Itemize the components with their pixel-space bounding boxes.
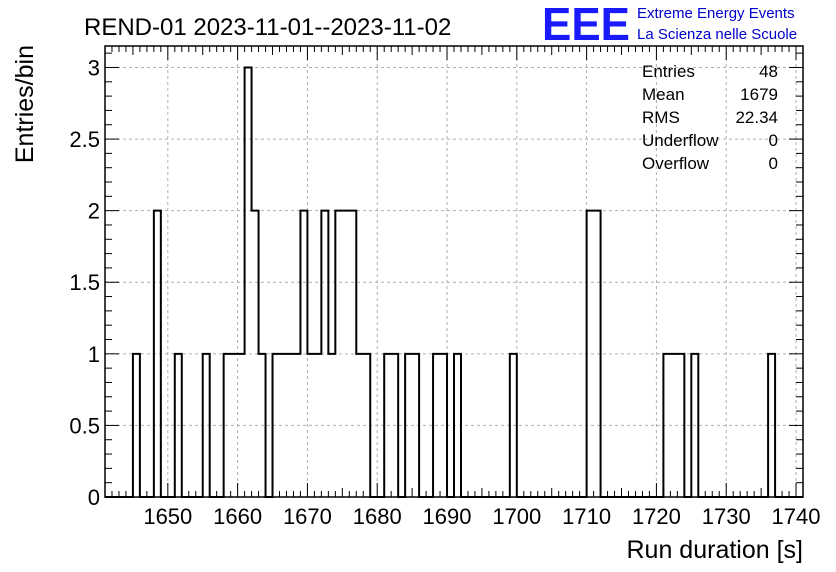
x-tick-label: 1740 — [772, 504, 821, 529]
stats-label-underflow: Underflow — [642, 131, 719, 150]
x-tick-label: 1670 — [283, 504, 332, 529]
stats-value-entries: 48 — [759, 62, 778, 81]
stats-label-mean: Mean — [642, 85, 685, 104]
y-tick-label: 0 — [88, 485, 100, 510]
y-tick-label: 2 — [88, 199, 100, 224]
y-axis-title: Entries/bin — [11, 45, 39, 163]
stats-box: Entries 48 Mean 1679 RMS 22.34 Underflow… — [642, 62, 778, 173]
stats-label-entries: Entries — [642, 62, 695, 81]
x-tick-label: 1730 — [702, 504, 751, 529]
chart-title: REND-01 2023-11-01--2023-11-02 — [84, 14, 451, 41]
y-tick-label: 3 — [88, 55, 100, 80]
stats-value-mean: 1679 — [740, 85, 778, 104]
logo-line-1: Extreme Energy Events — [637, 5, 795, 22]
axes: 1650 1660 1670 1680 1690 1700 1710 1720 1730 1740… — [69, 45, 821, 529]
logo-line-2: La Scienza nelle Scuole — [637, 26, 797, 43]
y-tick-label: 0.5 — [69, 413, 100, 438]
x-tick-label: 1680 — [353, 504, 402, 529]
x-tick-label: 1650 — [143, 504, 192, 529]
y-tick-label: 2.5 — [69, 127, 100, 152]
stats-value-overflow: 0 — [769, 154, 778, 173]
stats-label-rms: RMS — [642, 108, 680, 127]
x-tick-label: 1720 — [632, 504, 681, 529]
stats-value-underflow: 0 — [769, 131, 778, 150]
x-axis-title: Run duration [s] — [627, 536, 804, 564]
stats-label-overflow: Overflow — [642, 154, 710, 173]
x-tick-label: 1660 — [213, 504, 262, 529]
logo-letters: EEE — [542, 0, 630, 50]
x-tick-label: 1700 — [492, 504, 541, 529]
x-tick-label: 1710 — [562, 504, 611, 529]
x-tick-label: 1690 — [423, 504, 472, 529]
y-tick-label: 1.5 — [69, 270, 100, 295]
eee-logo: EEE Extreme Energy Events La Scienza nel… — [542, 0, 797, 50]
y-tick-label: 1 — [88, 342, 100, 367]
stats-value-rms: 22.34 — [735, 108, 778, 127]
